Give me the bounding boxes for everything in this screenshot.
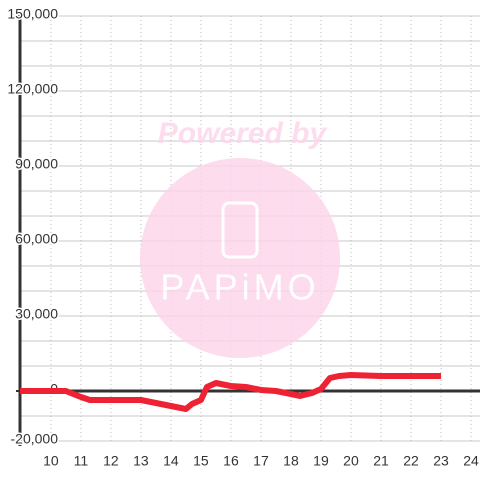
y-tick-label: 150,000 <box>7 6 58 22</box>
y-tick-label: 120,000 <box>7 81 58 97</box>
x-tick-label: 24 <box>463 453 479 469</box>
x-tick-label: 23 <box>433 453 449 469</box>
x-tick-label: 21 <box>373 453 389 469</box>
x-tick-label: 14 <box>163 453 179 469</box>
x-tick-label: 16 <box>223 453 239 469</box>
x-tick-label: 13 <box>133 453 149 469</box>
x-tick-label: 22 <box>403 453 419 469</box>
x-tick-label: 18 <box>283 453 299 469</box>
line-series <box>20 372 441 412</box>
x-tick-label: 19 <box>313 453 329 469</box>
y-tick-label: 90,000 <box>15 156 58 172</box>
y-tick-label: -20,000 <box>11 431 59 447</box>
watermark-icon <box>221 201 259 259</box>
y-tick-label: 30,000 <box>15 306 58 322</box>
x-tick-label: 11 <box>74 453 89 469</box>
x-tick-label: 10 <box>43 453 59 469</box>
x-tick-label: 17 <box>253 453 269 469</box>
x-tick-label: 15 <box>193 453 209 469</box>
watermark-title: Powered by <box>158 117 328 150</box>
y-tick-label: 60,000 <box>15 231 58 247</box>
x-tick-label: 20 <box>343 453 359 469</box>
watermark-brand: PAPiMO <box>160 267 319 308</box>
watermark: Powered by PAPiMO <box>140 117 340 358</box>
x-tick-label: 12 <box>103 453 119 469</box>
